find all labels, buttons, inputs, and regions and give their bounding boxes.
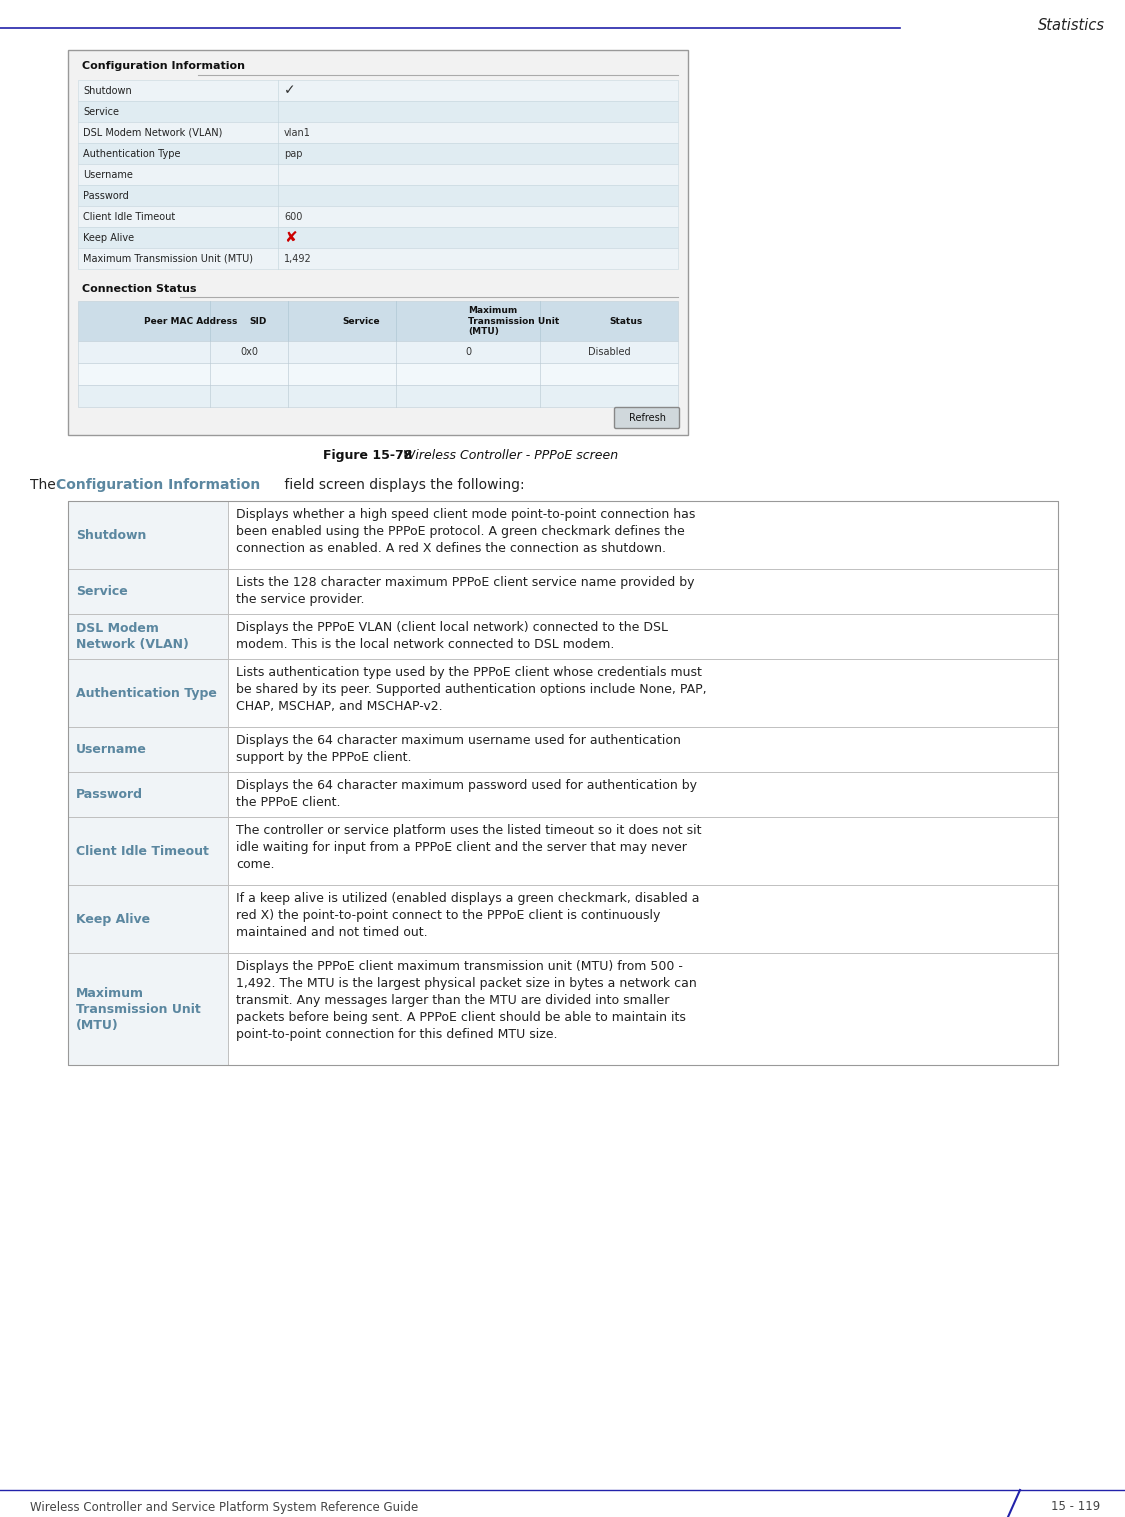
Text: Lists authentication type used by the PPPoE client whose credentials must
be sha: Lists authentication type used by the PP… <box>236 666 706 713</box>
FancyBboxPatch shape <box>78 164 678 185</box>
Text: The: The <box>30 478 60 492</box>
FancyBboxPatch shape <box>78 143 678 164</box>
Text: Client Idle Timeout: Client Idle Timeout <box>83 211 176 221</box>
Text: Connection Status: Connection Status <box>82 284 197 294</box>
Text: Client Idle Timeout: Client Idle Timeout <box>76 845 209 857</box>
FancyBboxPatch shape <box>78 80 678 102</box>
FancyBboxPatch shape <box>68 772 228 818</box>
Text: 1,492: 1,492 <box>284 253 312 264</box>
Text: Wireless Controller - PPPoE screen: Wireless Controller - PPPoE screen <box>395 449 618 461</box>
FancyBboxPatch shape <box>78 341 678 363</box>
Text: field screen displays the following:: field screen displays the following: <box>280 478 524 492</box>
FancyBboxPatch shape <box>228 818 1058 884</box>
Text: Configuration Information: Configuration Information <box>56 478 260 492</box>
Text: Maximum Transmission Unit (MTU): Maximum Transmission Unit (MTU) <box>83 253 253 264</box>
Text: Disabled: Disabled <box>587 347 630 356</box>
Text: ✓: ✓ <box>284 83 296 97</box>
FancyBboxPatch shape <box>228 772 1058 818</box>
FancyBboxPatch shape <box>68 50 688 435</box>
Text: Maximum
Transmission Unit
(MTU): Maximum Transmission Unit (MTU) <box>76 986 200 1032</box>
FancyBboxPatch shape <box>68 501 228 569</box>
Text: Displays whether a high speed client mode point-to-point connection has
been ena: Displays whether a high speed client mod… <box>236 508 695 555</box>
Text: Shutdown: Shutdown <box>83 85 132 96</box>
FancyBboxPatch shape <box>68 569 228 614</box>
FancyBboxPatch shape <box>228 614 1058 658</box>
Text: vlan1: vlan1 <box>284 127 310 138</box>
Text: 15 - 119: 15 - 119 <box>1051 1500 1100 1514</box>
FancyBboxPatch shape <box>78 102 678 121</box>
Text: Password: Password <box>83 191 128 200</box>
FancyBboxPatch shape <box>78 206 678 228</box>
Text: Refresh: Refresh <box>629 413 666 423</box>
FancyBboxPatch shape <box>228 658 1058 727</box>
FancyBboxPatch shape <box>68 884 228 953</box>
FancyBboxPatch shape <box>78 363 678 385</box>
FancyBboxPatch shape <box>68 818 228 884</box>
FancyBboxPatch shape <box>68 727 228 772</box>
Text: ✘: ✘ <box>284 231 297 246</box>
Text: pap: pap <box>284 149 303 158</box>
FancyBboxPatch shape <box>78 385 678 407</box>
FancyBboxPatch shape <box>614 408 679 428</box>
Text: Displays the 64 character maximum password used for authentication by
the PPPoE : Displays the 64 character maximum passwo… <box>236 780 698 809</box>
Text: Username: Username <box>76 743 147 755</box>
FancyBboxPatch shape <box>78 228 678 247</box>
FancyBboxPatch shape <box>228 953 1058 1065</box>
FancyBboxPatch shape <box>228 884 1058 953</box>
Text: Service: Service <box>342 317 379 326</box>
Text: Maximum
Transmission Unit
(MTU): Maximum Transmission Unit (MTU) <box>468 306 559 335</box>
FancyBboxPatch shape <box>68 658 228 727</box>
Text: DSL Modem
Network (VLAN): DSL Modem Network (VLAN) <box>76 622 189 651</box>
FancyBboxPatch shape <box>78 300 678 341</box>
Text: Wireless Controller and Service Platform System Reference Guide: Wireless Controller and Service Platform… <box>30 1500 418 1514</box>
Text: Keep Alive: Keep Alive <box>76 913 150 925</box>
Text: Service: Service <box>76 586 128 598</box>
FancyBboxPatch shape <box>68 953 228 1065</box>
Text: Displays the PPPoE VLAN (client local network) connected to the DSL
modem. This : Displays the PPPoE VLAN (client local ne… <box>236 620 668 651</box>
Text: Authentication Type: Authentication Type <box>76 687 217 699</box>
Text: Displays the 64 character maximum username used for authentication
support by th: Displays the 64 character maximum userna… <box>236 734 681 765</box>
Text: Keep Alive: Keep Alive <box>83 232 134 243</box>
Text: Peer MAC Address: Peer MAC Address <box>144 317 237 326</box>
Text: Username: Username <box>83 170 133 179</box>
Text: Shutdown: Shutdown <box>76 528 146 542</box>
FancyBboxPatch shape <box>78 247 678 269</box>
Text: Statistics: Statistics <box>1038 18 1105 33</box>
FancyBboxPatch shape <box>228 501 1058 569</box>
Text: Displays the PPPoE client maximum transmission unit (MTU) from 500 -
1,492. The : Displays the PPPoE client maximum transm… <box>236 960 696 1041</box>
Text: Password: Password <box>76 787 143 801</box>
FancyBboxPatch shape <box>68 614 228 658</box>
FancyBboxPatch shape <box>78 121 678 143</box>
FancyBboxPatch shape <box>228 727 1058 772</box>
Text: Lists the 128 character maximum PPPoE client service name provided by
the servic: Lists the 128 character maximum PPPoE cl… <box>236 576 694 605</box>
Text: SID: SID <box>249 317 267 326</box>
Text: If a keep alive is utilized (enabled displays a green checkmark, disabled a
red : If a keep alive is utilized (enabled dis… <box>236 892 700 939</box>
Text: Service: Service <box>83 106 119 117</box>
Text: DSL Modem Network (VLAN): DSL Modem Network (VLAN) <box>83 127 223 138</box>
Text: Configuration Information: Configuration Information <box>82 61 245 71</box>
FancyBboxPatch shape <box>78 185 678 206</box>
Text: The controller or service platform uses the listed timeout so it does not sit
id: The controller or service platform uses … <box>236 824 702 871</box>
Text: 0x0: 0x0 <box>240 347 258 356</box>
Text: 600: 600 <box>284 211 303 221</box>
Text: 0: 0 <box>465 347 471 356</box>
Text: Figure 15-78: Figure 15-78 <box>323 449 413 461</box>
Text: Status: Status <box>609 317 642 326</box>
FancyBboxPatch shape <box>228 569 1058 614</box>
Text: Authentication Type: Authentication Type <box>83 149 180 158</box>
